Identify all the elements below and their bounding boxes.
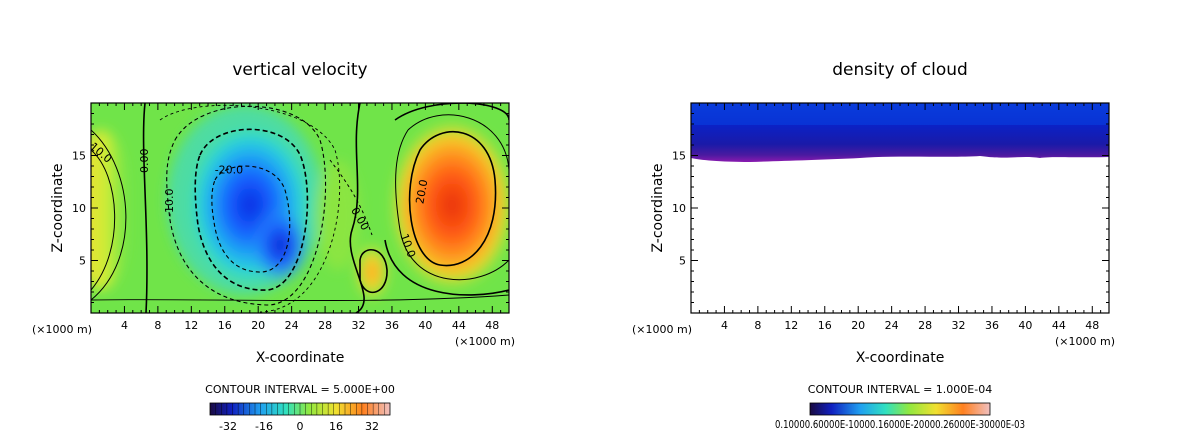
x-tick-label: 32 xyxy=(352,319,366,332)
x-tick-label: 36 xyxy=(385,319,399,332)
positive-contour-inner xyxy=(408,131,497,267)
left-positive-region xyxy=(91,130,131,290)
x-tick-label: 4 xyxy=(121,319,128,332)
y-tick-label: 10 xyxy=(72,202,86,215)
x-tick-label: 40 xyxy=(418,319,432,332)
chart-title: density of cloud xyxy=(832,60,968,80)
x-tick-label: 44 xyxy=(1052,319,1066,332)
x-axis-label: X-coordinate xyxy=(856,350,945,366)
contour-label: 20.0 xyxy=(413,178,430,204)
colorbar-tick-label: 32 xyxy=(365,420,379,433)
x-unit-label-left: (×1000 m) xyxy=(632,323,692,336)
negative-contour-mid xyxy=(194,128,309,291)
y-tick-label: 5 xyxy=(79,255,86,268)
x-tick-label: 40 xyxy=(1018,319,1032,332)
x-unit-label-right: (×1000 m) xyxy=(455,335,515,348)
x-unit-label-left: (×1000 m) xyxy=(32,323,92,336)
x-unit-label-right: (×1000 m) xyxy=(1055,335,1115,348)
colorbar-tick-label: 16 xyxy=(329,420,343,433)
y-axis-label: Z-coordinate xyxy=(650,163,666,252)
colorbar-tick-labels: 0.10000.60000E-10000.16000E-20000.26000E… xyxy=(775,418,1025,431)
x-tick-label: 16 xyxy=(818,319,832,332)
x-tick-label: 4 xyxy=(721,319,728,332)
y-axis-label: Z-coordinate xyxy=(50,163,66,252)
zero-contour-right xyxy=(349,103,365,313)
x-axis-label: X-coordinate xyxy=(256,350,345,366)
contour-label: -20.0 xyxy=(215,163,243,176)
colorbar xyxy=(809,402,991,416)
x-tick-label: 36 xyxy=(985,319,999,332)
contour-interval-text: CONTOUR INTERVAL = 5.000E+00 xyxy=(205,383,395,396)
x-tick-label: 16 xyxy=(218,319,232,332)
negative-contour-inner xyxy=(211,165,291,273)
colorbar-tick-label: 0 xyxy=(297,420,304,433)
x-tick-label: 20 xyxy=(251,319,265,332)
zero-contour-left xyxy=(142,103,148,313)
x-tick-label: 8 xyxy=(754,319,761,332)
cloud-density-panel: density of cloud 4 8 12 16 20 24 28 32 36 40 44 485… xyxy=(632,60,1115,431)
x-tick-label: 28 xyxy=(318,319,332,332)
x-tick-label: 8 xyxy=(154,319,161,332)
colorbar-tick-label: -16 xyxy=(255,420,273,433)
contour-interval-text: CONTOUR INTERVAL = 1.000E-04 xyxy=(808,383,992,396)
y-tick-label: 5 xyxy=(679,255,686,268)
contour-label: 0.00 xyxy=(138,149,151,174)
x-tick-label: 12 xyxy=(184,319,198,332)
y-tick-label: 15 xyxy=(672,150,686,163)
vertical-velocity-panel: vertical velocity xyxy=(32,60,985,433)
x-tick-label: 28 xyxy=(918,319,932,332)
x-tick-label: 32 xyxy=(952,319,966,332)
x-tick-label: 24 xyxy=(885,319,899,332)
y-tick-label: 15 xyxy=(72,150,86,163)
colorbar-tick-label: -32 xyxy=(219,420,237,433)
x-tick-label: 24 xyxy=(285,319,299,332)
chart-title: vertical velocity xyxy=(232,60,367,80)
cloud-field xyxy=(691,103,1109,313)
x-tick-label: 48 xyxy=(1085,319,1099,332)
contour-label: -10.0 xyxy=(163,189,176,217)
x-tick-label: 20 xyxy=(851,319,865,332)
x-tick-label: 48 xyxy=(485,319,499,332)
downdraft-secondary xyxy=(250,205,310,285)
x-tick-label: 12 xyxy=(784,319,798,332)
x-tick-label: 44 xyxy=(452,319,466,332)
y-tick-label: 10 xyxy=(672,202,686,215)
negative-contour-outer xyxy=(166,105,327,306)
